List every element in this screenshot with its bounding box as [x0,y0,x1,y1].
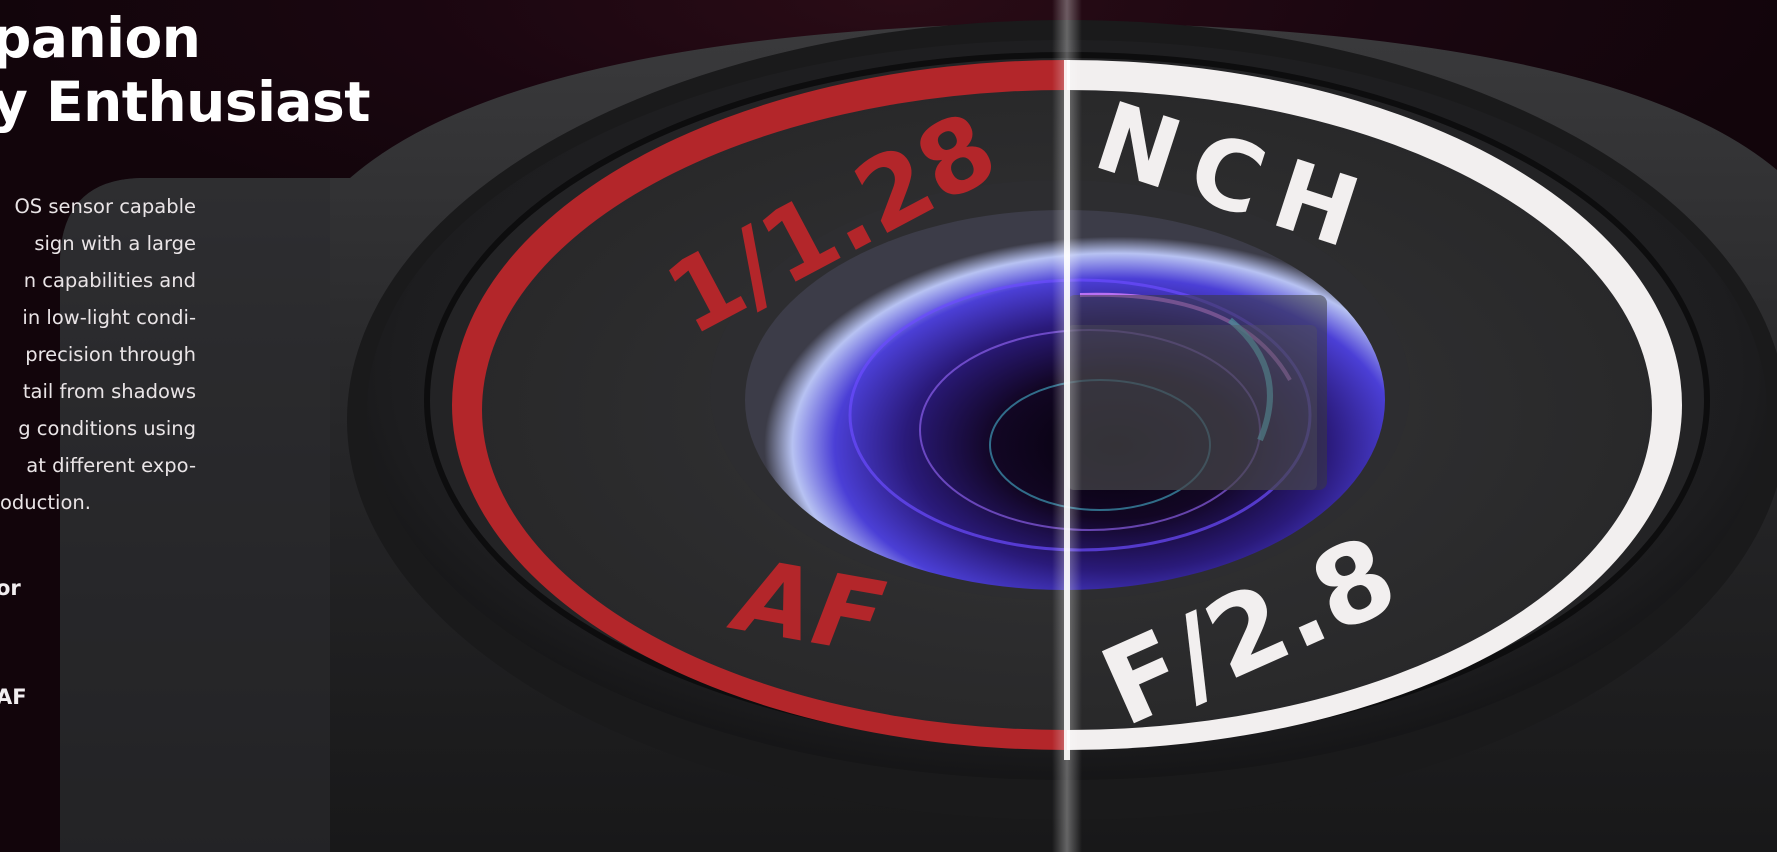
description-line: oduction. [0,491,91,514]
description-line: in low-light condi- [22,306,196,329]
description-line: at different expo- [26,454,196,477]
description-line: precision through [25,343,196,366]
feature-label-2: AF [0,685,27,709]
headline-line-1: panion [0,6,201,70]
ring-label-top-left: 1/1.28 [648,89,1014,358]
description-line: OS sensor capable [14,195,196,218]
feature-label-1: or [0,576,21,600]
description-line: g conditions using [18,417,196,440]
hero-description: OS sensor capable sign with a large n ca… [0,188,196,521]
ring-label-bottom-left: AF [721,536,892,678]
description-line: sign with a large [34,232,196,255]
headline-line-2: y Enthusiast [0,70,371,134]
ring-label-bottom-right: F/2.8 [1085,513,1414,751]
hero-headline: panion y Enthusiast [0,6,371,134]
description-line: tail from shadows [22,380,196,403]
hero-text-section: panion y Enthusiast OS sensor capable si… [0,0,380,852]
ring-label-top-right: NCH [1083,80,1389,275]
description-line: n capabilities and [23,269,196,292]
